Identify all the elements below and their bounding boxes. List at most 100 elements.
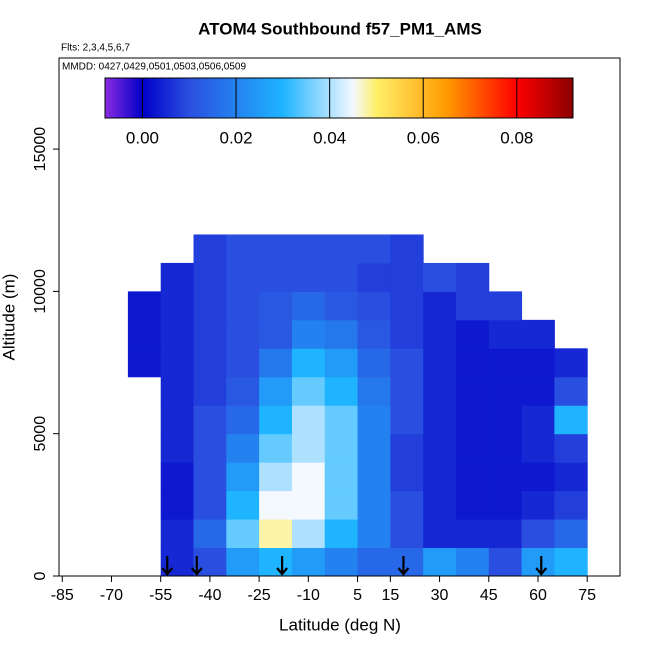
heatmap-cell xyxy=(390,319,424,349)
plot-frame xyxy=(58,57,621,577)
heatmap-cell xyxy=(390,462,424,492)
heatmap-cell xyxy=(291,376,326,406)
heatmap-cell xyxy=(423,376,457,406)
heatmap-cell xyxy=(423,462,457,492)
heatmap-cell xyxy=(488,291,523,321)
heatmap-cell xyxy=(193,291,227,321)
heatmap-cell xyxy=(455,262,490,292)
heatmap-cell xyxy=(357,519,391,549)
heatmap-cell xyxy=(390,262,424,292)
heatmap-cell xyxy=(455,519,490,549)
heatmap-cell xyxy=(160,405,195,435)
heatmap-cell xyxy=(193,319,227,349)
arrow xyxy=(161,556,174,576)
heatmap-cell xyxy=(160,291,195,321)
heatmap-cell xyxy=(521,348,555,378)
x-tick-label: 5 xyxy=(353,587,362,604)
heatmap-cell xyxy=(259,319,293,349)
heatmap-cell xyxy=(357,262,391,292)
x-tick-label: 75 xyxy=(578,587,596,604)
heatmap-cell xyxy=(193,376,227,406)
heatmap-cell xyxy=(455,319,490,349)
heatmap-cell xyxy=(488,462,523,492)
heatmap-cell xyxy=(357,462,391,492)
y-tick-label: 5000 xyxy=(32,416,49,452)
x-tick-label: 45 xyxy=(480,587,498,604)
heatmap-cell xyxy=(291,262,326,292)
heatmap-cell xyxy=(357,490,391,520)
x-tick-label: -55 xyxy=(149,587,172,604)
heatmap-cell xyxy=(291,291,326,321)
x-tick-label: 30 xyxy=(431,587,449,604)
heatmap-cell xyxy=(423,348,457,378)
heatmap-cell xyxy=(390,490,424,520)
heatmap-cell xyxy=(357,319,391,349)
x-tick-label: 60 xyxy=(529,587,547,604)
heatmap-cell xyxy=(291,547,326,577)
heatmap-cell xyxy=(357,376,391,406)
heatmap-cell xyxy=(554,490,588,520)
heatmap-cell xyxy=(455,462,490,492)
heatmap-cell xyxy=(324,462,359,492)
heatmap-cell xyxy=(554,433,588,463)
heatmap-cell xyxy=(226,234,260,264)
heatmap-cell xyxy=(521,547,555,577)
heatmap-cell xyxy=(160,348,195,378)
colorbar-tick-label: 0.04 xyxy=(313,128,346,147)
y-tick-label: 10000 xyxy=(32,269,49,314)
heatmap-cell xyxy=(521,376,555,406)
heatmap-cell xyxy=(160,319,195,349)
heatmap-cell xyxy=(259,262,293,292)
heatmap-cell xyxy=(324,376,359,406)
heatmap-cell xyxy=(193,433,227,463)
heatmap-cell xyxy=(324,262,359,292)
heatmap-cell xyxy=(193,462,227,492)
colorbar-tick-label: 0.02 xyxy=(219,128,252,147)
annotation: MMDD: 0427,0429,0501,0503,0506,0509 xyxy=(62,62,246,73)
heatmap-cell xyxy=(193,519,227,549)
heatmap-cell xyxy=(160,433,195,463)
heatmap-cell xyxy=(324,433,359,463)
heatmap-cell xyxy=(193,348,227,378)
heatmap-cell xyxy=(455,433,490,463)
colorbar-tick-label: 0.08 xyxy=(500,128,533,147)
heatmap-cell xyxy=(160,519,195,549)
heatmap-cell xyxy=(423,433,457,463)
heatmap-cell xyxy=(226,348,260,378)
heatmap-cell xyxy=(324,547,359,577)
arrow xyxy=(190,556,203,576)
heatmap-cell xyxy=(423,405,457,435)
heatmap-cell xyxy=(488,490,523,520)
heatmap-cell xyxy=(455,405,490,435)
heatmap-cell xyxy=(291,405,326,435)
heatmap-cell xyxy=(226,519,260,549)
heatmap-cell xyxy=(488,547,523,577)
heatmap-cell xyxy=(324,519,359,549)
heatmap-cell xyxy=(357,291,391,321)
heatmap-cell xyxy=(390,433,424,463)
x-tick-label: -10 xyxy=(297,587,320,604)
x-tick-label: 15 xyxy=(381,587,399,604)
heatmap-cell xyxy=(423,519,457,549)
heatmap-cell xyxy=(291,462,326,492)
heatmap-cell xyxy=(160,262,195,292)
heatmap-cell xyxy=(455,376,490,406)
arrow xyxy=(397,556,410,576)
heatmap-cell xyxy=(226,490,260,520)
heatmap-cell xyxy=(488,433,523,463)
x-tick-label: -85 xyxy=(51,587,74,604)
heatmap-cell xyxy=(357,348,391,378)
heatmap-cell xyxy=(324,405,359,435)
heatmap-cell xyxy=(390,405,424,435)
heatmap-cell xyxy=(259,462,293,492)
heatmap-cell xyxy=(226,291,260,321)
x-tick-label: -70 xyxy=(100,587,123,604)
heatmap-cell xyxy=(127,291,162,321)
heatmap-cell xyxy=(455,547,490,577)
heatmap-cell xyxy=(554,462,588,492)
heatmap-cell xyxy=(259,519,293,549)
heatmap-cell xyxy=(226,405,260,435)
heatmap-cell xyxy=(554,405,588,435)
heatmap-cell xyxy=(324,490,359,520)
